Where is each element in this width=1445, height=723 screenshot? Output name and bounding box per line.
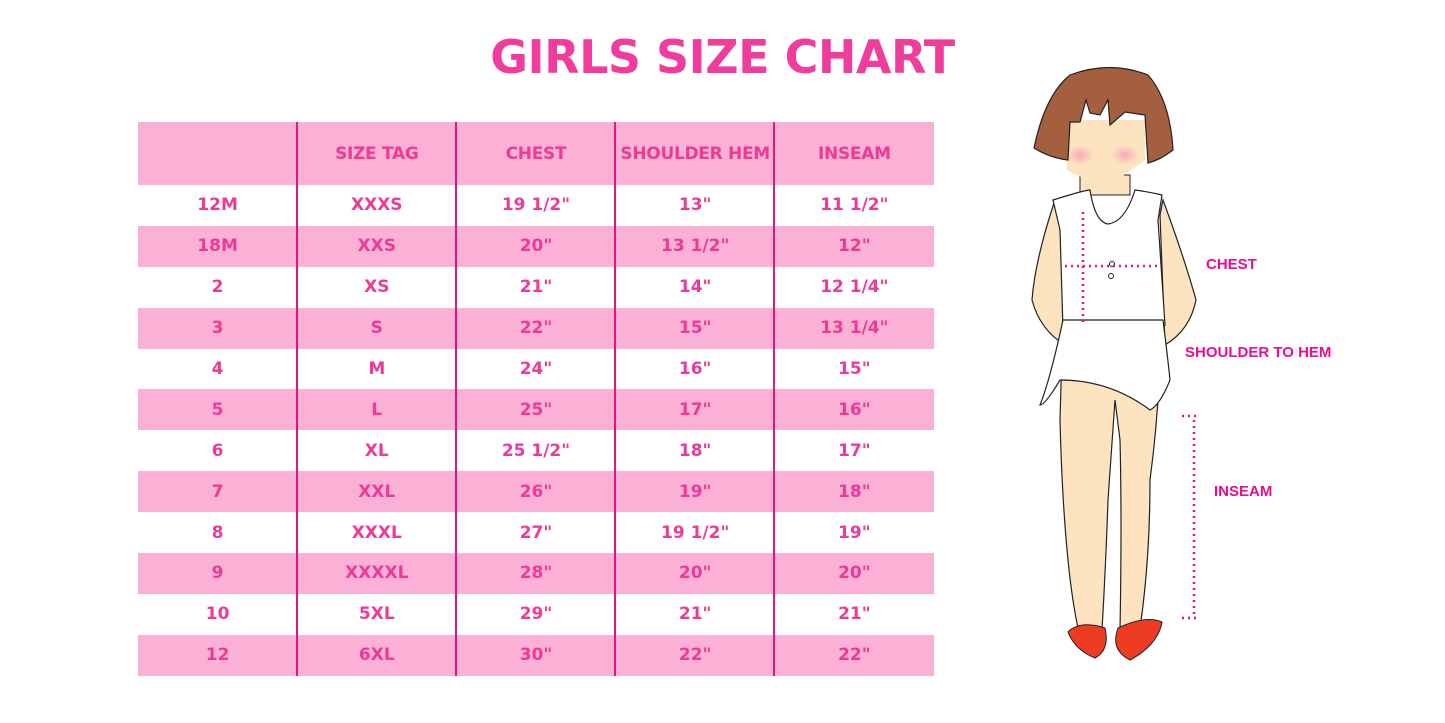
table-cell: 20" bbox=[678, 563, 712, 584]
table-cell: 21" bbox=[838, 604, 871, 625]
shoulder-to-hem-label: SHOULDER TO HEM bbox=[1185, 344, 1332, 361]
table-cell: 13 1/4" bbox=[820, 318, 889, 339]
table-cell: 5XL bbox=[358, 604, 395, 625]
table-cell: 5 bbox=[211, 399, 224, 420]
size-table: SIZE TAG CHEST SHOULDER HEM INSEAM 12M XX… bbox=[138, 122, 934, 676]
chest-label: CHEST bbox=[1206, 256, 1257, 273]
table-cell: 12 bbox=[205, 645, 230, 666]
table-cell: XXL bbox=[358, 481, 396, 502]
table-cell: 21" bbox=[678, 604, 712, 625]
table-cell: 8 bbox=[211, 522, 224, 543]
table-cell: 19" bbox=[678, 481, 712, 502]
table-cell: 26" bbox=[519, 481, 553, 502]
table-cell: 28" bbox=[519, 563, 553, 584]
table-cell: 19" bbox=[838, 522, 871, 543]
table-cell: 15" bbox=[678, 318, 712, 339]
table-cell: S bbox=[370, 318, 383, 339]
girl-illustration bbox=[1010, 55, 1410, 679]
measure-lines bbox=[1065, 212, 1200, 620]
table-cell: 13 1/2" bbox=[661, 236, 730, 257]
table-cell: 16" bbox=[678, 359, 712, 379]
table-cell: XXXL bbox=[351, 522, 402, 543]
table-row: 3 S 22" 15" 13 1/4" bbox=[138, 307, 934, 349]
table-cell: 2 bbox=[211, 277, 224, 298]
table-cell: 18" bbox=[838, 481, 871, 502]
table-cell: 25 1/2" bbox=[501, 440, 571, 461]
header-cell: SHOULDER HEM bbox=[620, 143, 770, 164]
table-cell: L bbox=[371, 399, 383, 420]
table-cell: 20" bbox=[838, 563, 871, 584]
table-cell: 6XL bbox=[358, 645, 395, 666]
column-divider bbox=[614, 122, 616, 676]
table-cell: 11 1/2" bbox=[820, 195, 889, 216]
table-cell: 18" bbox=[678, 440, 712, 461]
header-cell: CHEST bbox=[505, 143, 567, 164]
table-cell: 7 bbox=[211, 481, 224, 502]
table-row: 2 XS 21" 14" 12 1/4" bbox=[138, 267, 934, 308]
table-cell: 9 bbox=[211, 563, 224, 584]
table-cell: 25" bbox=[519, 399, 553, 420]
table-cell: 22" bbox=[838, 645, 871, 666]
header-cell: SIZE TAG bbox=[335, 143, 419, 164]
table-cell: 30" bbox=[519, 645, 553, 666]
table-cell: 19 1/2" bbox=[661, 522, 730, 543]
table-cell: 15" bbox=[838, 359, 871, 379]
page-title: GIRLS SIZE CHART bbox=[490, 30, 955, 84]
table-row: 4 M 24" 16" 15" bbox=[138, 349, 934, 390]
girl-figure-icon bbox=[1031, 66, 1200, 661]
table-row: 12M XXXS 19 1/2" 13" 11 1/2" bbox=[138, 185, 934, 226]
table-cell: 13" bbox=[678, 195, 712, 216]
table-cell: 10 bbox=[205, 604, 230, 625]
table-cell: 24" bbox=[519, 359, 553, 379]
table-row: 8 XXXL 27" 19 1/2" 19" bbox=[138, 512, 934, 553]
table-row: 5 L 25" 17" 16" bbox=[138, 389, 934, 431]
table-cell: 19 1/2" bbox=[501, 195, 571, 216]
table-row: 12 6XL 30" 22" 22" bbox=[138, 634, 934, 676]
table-cell: 16" bbox=[838, 399, 871, 420]
table-cell: 20" bbox=[519, 236, 553, 257]
table-cell: 22" bbox=[678, 645, 712, 666]
table-cell: XS bbox=[364, 277, 390, 298]
table-cell: 12M bbox=[197, 195, 238, 216]
table-cell: 3 bbox=[211, 318, 224, 339]
table-row: 10 5XL 29" 21" 21" bbox=[138, 594, 934, 635]
column-divider bbox=[455, 122, 457, 676]
table-cell: XL bbox=[364, 440, 389, 461]
table-cell: XXXS bbox=[350, 195, 403, 216]
table-cell: 21" bbox=[519, 277, 553, 298]
table-cell: M bbox=[368, 359, 386, 379]
table-cell: XXS bbox=[357, 236, 397, 257]
column-divider bbox=[296, 122, 298, 676]
table-cell: 17" bbox=[678, 399, 712, 420]
table-cell: 4 bbox=[211, 359, 224, 379]
inseam-label: INSEAM bbox=[1214, 483, 1273, 500]
table-row: 18M XXS 20" 13 1/2" 12" bbox=[138, 225, 934, 267]
table-cell: 14" bbox=[678, 277, 712, 298]
table-cell: 27" bbox=[519, 522, 553, 543]
table-cell: 18M bbox=[197, 236, 238, 257]
table-cell: 29" bbox=[519, 604, 553, 625]
table-cell: 12" bbox=[838, 236, 871, 257]
table-cell: 22" bbox=[519, 318, 553, 339]
table-row: 7 XXL 26" 19" 18" bbox=[138, 471, 934, 513]
table-row: 9 XXXXL 28" 20" 20" bbox=[138, 553, 934, 594]
table-cell: 6 bbox=[211, 440, 224, 461]
table-cell: XXXXL bbox=[345, 563, 409, 584]
header-cell: INSEAM bbox=[818, 143, 891, 164]
table-header-row: SIZE TAG CHEST SHOULDER HEM INSEAM bbox=[138, 122, 934, 185]
table-row: 6 XL 25 1/2" 18" 17" bbox=[138, 430, 934, 471]
table-cell: 17" bbox=[838, 440, 871, 461]
table-cell: 12 1/4" bbox=[820, 277, 889, 298]
column-divider bbox=[773, 122, 775, 676]
